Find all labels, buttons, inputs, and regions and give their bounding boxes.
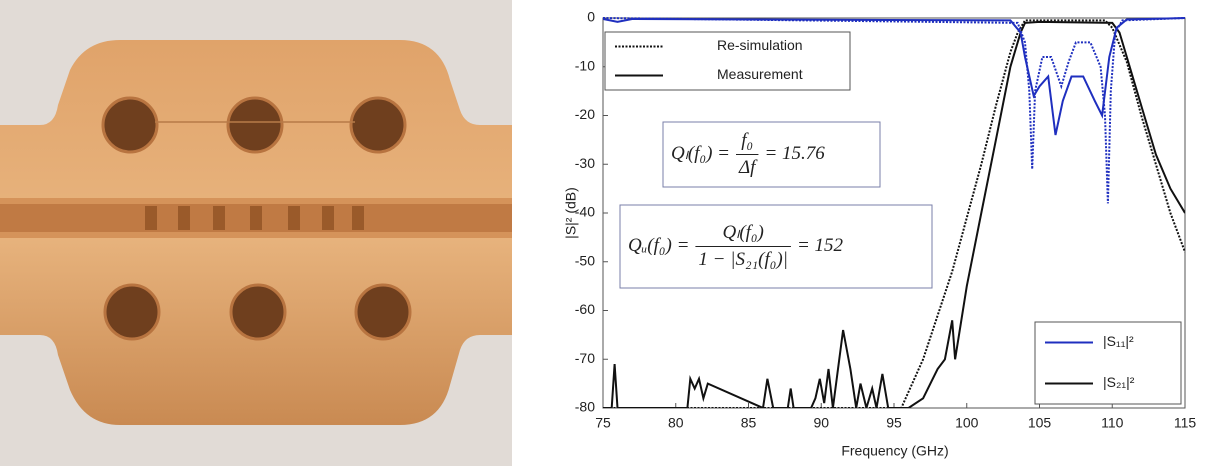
legend-label: Measurement	[717, 66, 803, 82]
y-axis-label: |S|² (dB)	[563, 187, 579, 239]
legend-label: Re-simulation	[717, 37, 803, 53]
equation-box	[662, 121, 881, 188]
equation-lhs: Qₗ(f₀) =	[671, 143, 730, 164]
series-line	[603, 17, 1185, 204]
series-line	[603, 20, 1185, 408]
x-axis-label: Frequency (GHz)	[841, 443, 948, 459]
series-line	[603, 17, 1185, 136]
equation-rhs: = 15.76	[764, 143, 825, 164]
x-tick-label: 105	[1028, 415, 1052, 431]
equation-numerator: f₀	[741, 130, 753, 151]
y-tick-label: -50	[575, 252, 595, 268]
equation-lhs: Qᵤ(f₀) =	[628, 235, 689, 256]
equation-rhs: = 152	[797, 235, 844, 256]
y-tick-label: -70	[575, 350, 595, 366]
x-tick-label: 115	[1174, 415, 1197, 431]
legend-label: |S₁₁|²	[1103, 333, 1134, 349]
legend-label: |S₂₁|²	[1103, 374, 1135, 390]
y-tick-label: -60	[575, 301, 595, 317]
y-tick-label: -10	[575, 57, 595, 73]
x-tick-label: 75	[595, 415, 611, 431]
legend-box	[604, 31, 851, 91]
series-line	[603, 19, 1185, 408]
equation-denominator: Δf	[738, 157, 758, 178]
y-tick-label: 0	[587, 9, 595, 25]
equation-numerator: Qₗ(f₀)	[722, 222, 763, 243]
y-tick-label: -30	[575, 155, 595, 171]
x-tick-label: 90	[813, 415, 829, 431]
x-tick-label: 85	[741, 415, 757, 431]
equation-denominator: 1 − |S₂₁(f₀)|	[698, 249, 788, 270]
legend-box	[1034, 321, 1182, 405]
x-tick-label: 80	[668, 415, 684, 431]
photo	[0, 0, 512, 466]
y-tick-label: -20	[575, 106, 595, 122]
y-tick-label: -80	[575, 399, 595, 415]
x-tick-label: 95	[886, 415, 902, 431]
x-tick-label: 100	[955, 415, 979, 431]
x-tick-label: 110	[1101, 415, 1124, 431]
y-tick-label: -40	[575, 204, 595, 220]
